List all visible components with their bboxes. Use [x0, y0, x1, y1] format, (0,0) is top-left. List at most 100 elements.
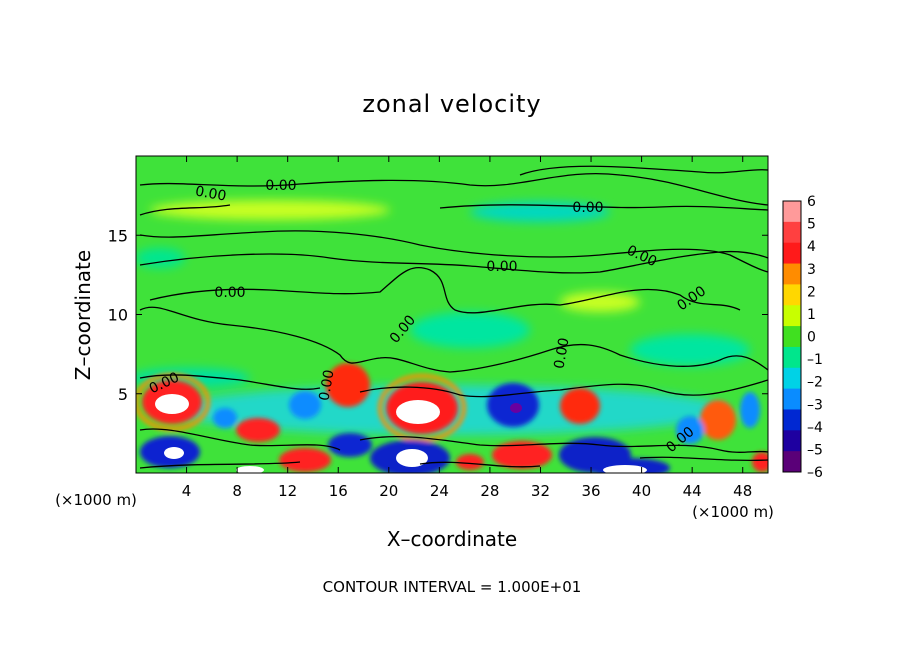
contour-path-mid	[139, 230, 768, 273]
y-tick-label: 5	[118, 385, 128, 404]
plot-area: 0.00 0.00 0.00 0.00 0.00 0.00 0.00 0.00 …	[136, 156, 768, 473]
colorbar-label: 2	[807, 284, 816, 300]
colorbar: 6 5 4 3 2 1 0 –1 –2 –3 –4 –5 –6	[782, 194, 823, 481]
contour-label-10: 0.00	[316, 369, 337, 402]
orange-ring-5	[378, 374, 466, 442]
colorbar-label: –2	[807, 375, 823, 391]
upper-yellow-patch	[150, 200, 390, 220]
colorbar-swatch	[783, 367, 801, 390]
contour-label-1: 0.00	[194, 183, 227, 204]
contour-label-5: 0.00	[214, 285, 245, 301]
contour-path-lower	[139, 374, 768, 398]
red-cell-8	[560, 388, 600, 424]
x-tick-label: 36	[581, 482, 600, 500]
x-tick-label: 40	[632, 482, 651, 500]
colorbar-swatch	[783, 388, 801, 410]
colorbar-frame	[782, 200, 802, 473]
saturated-cores	[155, 394, 647, 473]
x-tick-label: 16	[329, 482, 348, 500]
x-tick-label: 12	[278, 482, 297, 500]
colorbar-swatch	[783, 263, 801, 285]
colorbar-swatch	[783, 284, 801, 306]
upper-cyan-patch	[470, 202, 610, 222]
colorbar-label: 6	[807, 194, 816, 210]
y-axis-ticks: 5 10 15	[108, 226, 768, 404]
red-cell-15	[456, 454, 484, 470]
colorbar-label: –6	[807, 465, 823, 481]
y-tick-label: 15	[108, 226, 128, 245]
x-axis-ticks: 4 8 12 16 20 24 28 32 36 40 44 48	[182, 156, 752, 500]
x-unit-label-right: (×1000 m)	[692, 503, 774, 521]
contour-path-top-2	[519, 165, 768, 176]
x-tick-label: 24	[430, 482, 449, 500]
colorbar-label: 4	[807, 239, 816, 255]
colorbar-swatch	[783, 326, 801, 348]
x-tick-label: 8	[232, 482, 242, 500]
colorbar-swatch	[783, 305, 801, 327]
contour-path-low	[139, 306, 768, 373]
y-axis-title: Z–coordinate	[71, 250, 95, 380]
colorbar-swatch	[783, 430, 801, 452]
x-tick-label: 44	[683, 482, 702, 500]
contour-path-top	[139, 172, 768, 206]
red-cell-2	[236, 418, 280, 442]
x-tick-label: 20	[379, 482, 398, 500]
contour-path-mid-2	[139, 250, 768, 274]
x-tick-label: 48	[733, 482, 752, 500]
contour-path-bottom	[139, 428, 768, 453]
red-cell-7	[492, 441, 552, 469]
colorbar-swatch	[783, 242, 801, 265]
contour-path-upper	[139, 204, 768, 216]
yellow-patch-mid	[560, 292, 640, 312]
white-core-6	[236, 466, 264, 473]
white-core-4	[396, 449, 428, 467]
colorbar-label: –5	[807, 442, 823, 458]
contour-path-near-ground	[139, 456, 768, 469]
purple-core	[510, 403, 522, 413]
red-cell-3	[279, 448, 331, 472]
x-axis-title: X–coordinate	[387, 527, 517, 551]
white-core-1	[155, 394, 189, 414]
white-core-2	[164, 447, 184, 459]
field-strong-cells	[136, 363, 768, 473]
colorbar-label: 3	[807, 262, 816, 278]
blue-cell-4	[328, 433, 372, 457]
cyan-band-mid	[410, 312, 530, 348]
chart-title: zonal velocity	[362, 90, 541, 118]
contour-label-4: 0.00	[486, 259, 517, 275]
colorbar-swatch	[783, 201, 801, 223]
blue-cell-2	[213, 408, 237, 428]
blue-cell-3	[289, 391, 321, 419]
colorbar-swatch	[783, 346, 801, 369]
white-core-3	[396, 400, 440, 424]
colorbar-swatch	[783, 451, 801, 473]
white-core-5	[603, 465, 647, 473]
cyan-band-right	[630, 334, 750, 366]
colorbar-label: 0	[807, 330, 816, 346]
blue-cell-12	[676, 416, 704, 444]
x-unit-label-left: (×1000 m)	[55, 491, 137, 509]
contour-label-9: 0.00	[551, 337, 572, 370]
colorbar-swatch	[783, 409, 801, 431]
colorbar-label: –3	[807, 397, 823, 413]
red-cell-13	[752, 452, 768, 472]
cyan-upper-left	[136, 248, 185, 268]
blue-cell-14	[740, 392, 760, 428]
contour-path-mid-3	[149, 266, 741, 314]
colorbar-label: –4	[807, 420, 823, 436]
contour-label-3: 0.00	[572, 200, 603, 216]
x-tick-label: 32	[531, 482, 550, 500]
x-tick-label: 4	[182, 482, 192, 500]
red-cell-11	[700, 400, 736, 440]
contour-interval-note: CONTOUR INTERVAL = 1.000E+01	[323, 578, 582, 596]
colorbar-swatch	[783, 221, 801, 244]
y-tick-label: 10	[108, 306, 128, 325]
colorbar-label: –1	[807, 352, 823, 368]
x-tick-label: 28	[480, 482, 499, 500]
contour-label-2: 0.00	[265, 178, 296, 194]
red-cell-4	[326, 363, 370, 407]
colorbar-label: 1	[807, 307, 816, 323]
contour-lines	[139, 165, 768, 469]
colorbar-label: 5	[807, 217, 816, 233]
